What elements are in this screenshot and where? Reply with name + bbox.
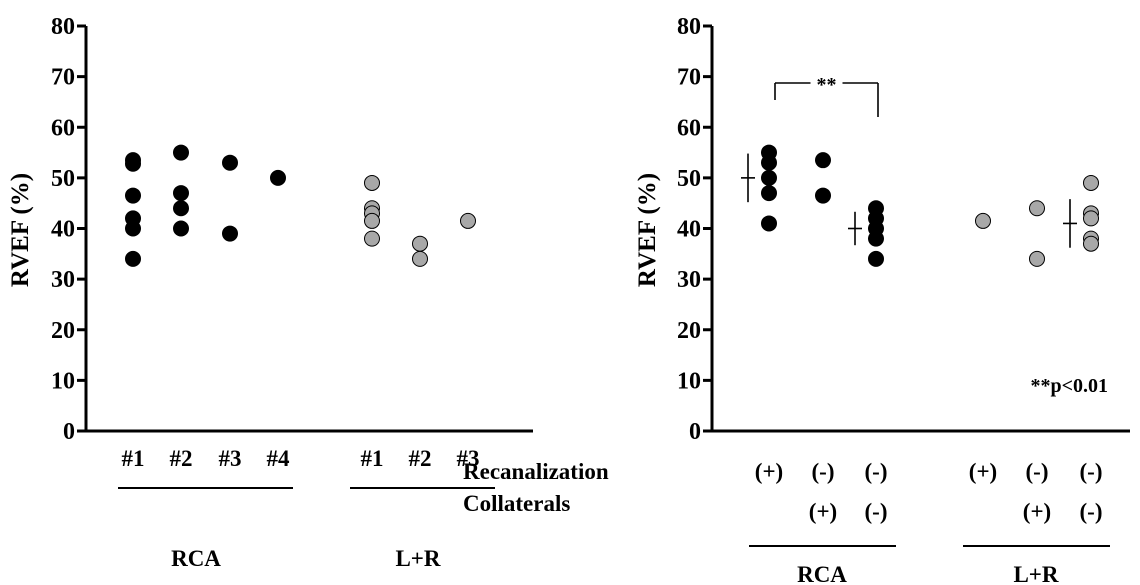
- right-point-5-0: [1083, 174, 1099, 191]
- left-tick-label-10: 10: [51, 368, 75, 394]
- right-point-4-0: [1029, 200, 1045, 217]
- right-group-label-rca: RCA: [797, 562, 847, 585]
- right-point-1-1: [815, 187, 831, 204]
- right-data-points: [761, 144, 1099, 267]
- significance-bracket: **: [774, 74, 879, 117]
- right-point-4-1: [1029, 250, 1045, 267]
- left-point-rca-0-1: [125, 155, 141, 172]
- left-point-rca-3-0: [270, 169, 286, 186]
- right-point-1-0: [815, 152, 831, 169]
- right-tick-label-80: 80: [677, 14, 701, 40]
- left-point-rca-0-5: [125, 250, 141, 267]
- recanalization-0: (+): [755, 459, 783, 484]
- recanalization-2: (-): [865, 459, 888, 484]
- left-point-rca-2-0: [222, 154, 238, 171]
- left-category-label-6: #3: [457, 446, 480, 471]
- collaterals-4: (+): [1023, 499, 1051, 524]
- right-tick-label-70: 70: [677, 65, 701, 91]
- row-label-recanalization: Recanalization: [463, 459, 609, 484]
- right-condition-labels: (+) (-) (+) (-) (-) (+) (-) (+) (-) (-): [755, 459, 1103, 524]
- row-label-collaterals: Collaterals: [463, 491, 570, 516]
- left-point-rca-0-2: [125, 187, 141, 204]
- left-category-label-0: #1: [122, 446, 145, 471]
- left-point-lr-5-1: [412, 250, 428, 267]
- right-chart: 0 10 20 30 40 50 60 70 80 RVEF (%) ** **p<0.01 R…: [463, 14, 1130, 585]
- left-point-lr-4-4: [364, 230, 380, 247]
- right-y-ticks: 0 10 20 30 40 50 60 70 80: [677, 14, 712, 445]
- left-category-label-2: #3: [219, 446, 242, 471]
- right-point-5-4: [1083, 235, 1099, 252]
- left-point-rca-1-0: [173, 144, 189, 161]
- left-point-lr-4-3: [364, 212, 380, 229]
- right-point-0-4: [761, 215, 777, 232]
- left-point-rca-1-1: [173, 185, 189, 202]
- recanalization-1: (-): [812, 459, 835, 484]
- left-tick-label-30: 30: [51, 267, 75, 293]
- left-tick-label-0: 0: [63, 419, 75, 445]
- left-tick-label-20: 20: [51, 318, 75, 344]
- recanalization-4: (-): [1026, 459, 1049, 484]
- right-group-label-lr: L+R: [1013, 562, 1058, 585]
- left-point-lr-4-0: [364, 174, 380, 191]
- right-point-0-2: [761, 169, 777, 186]
- right-tick-label-60: 60: [677, 115, 701, 141]
- left-point-rca-0-4: [125, 220, 141, 237]
- left-y-axis-label: RVEF (%): [7, 173, 34, 287]
- left-category-label-3: #4: [267, 446, 291, 471]
- significance-label: **: [817, 74, 837, 96]
- left-tick-label-80: 80: [51, 14, 75, 40]
- left-point-rca-1-3: [173, 220, 189, 237]
- left-category-label-5: #2: [409, 446, 432, 471]
- left-tick-label-40: 40: [51, 217, 75, 243]
- right-tick-label-40: 40: [677, 217, 701, 243]
- left-category-label-1: #2: [170, 446, 193, 471]
- right-point-0-3: [761, 185, 777, 202]
- left-point-rca-1-2: [173, 200, 189, 217]
- recanalization-5: (-): [1080, 459, 1103, 484]
- left-point-rca-2-1: [222, 225, 238, 242]
- left-tick-label-60: 60: [51, 115, 75, 141]
- right-tick-label-50: 50: [677, 166, 701, 192]
- left-category-labels: #1 #2 #3 #4 #1 #2 #3: [122, 446, 480, 471]
- left-y-ticks: 0 10 20 30 40 50 60 70 80: [51, 14, 86, 445]
- left-data-points: [125, 144, 476, 267]
- right-tick-label-0: 0: [689, 419, 701, 445]
- right-tick-label-10: 10: [677, 368, 701, 394]
- right-point-5-2: [1083, 210, 1099, 227]
- left-category-label-4: #1: [361, 446, 384, 471]
- right-mean-sd-markers: [741, 153, 1077, 248]
- recanalization-3: (+): [969, 459, 997, 484]
- right-y-axis-label: RVEF (%): [634, 173, 661, 287]
- right-point-0-1: [761, 154, 777, 171]
- right-tick-label-20: 20: [677, 318, 701, 344]
- left-tick-label-50: 50: [51, 166, 75, 192]
- collaterals-5: (-): [1080, 499, 1103, 524]
- left-group-label-rca: RCA: [171, 546, 221, 571]
- significance-annotation: **p<0.01: [1030, 375, 1108, 397]
- collaterals-2: (-): [865, 499, 888, 524]
- left-point-lr-5-0: [412, 235, 428, 252]
- right-point-3-0: [975, 212, 991, 229]
- right-tick-label-30: 30: [677, 267, 701, 293]
- right-point-2-4: [868, 250, 884, 267]
- left-point-lr-6-0: [460, 212, 476, 229]
- collaterals-1: (+): [809, 499, 837, 524]
- left-tick-label-70: 70: [51, 65, 75, 91]
- right-point-2-3: [868, 230, 884, 247]
- left-group-label-lr: L+R: [395, 546, 440, 571]
